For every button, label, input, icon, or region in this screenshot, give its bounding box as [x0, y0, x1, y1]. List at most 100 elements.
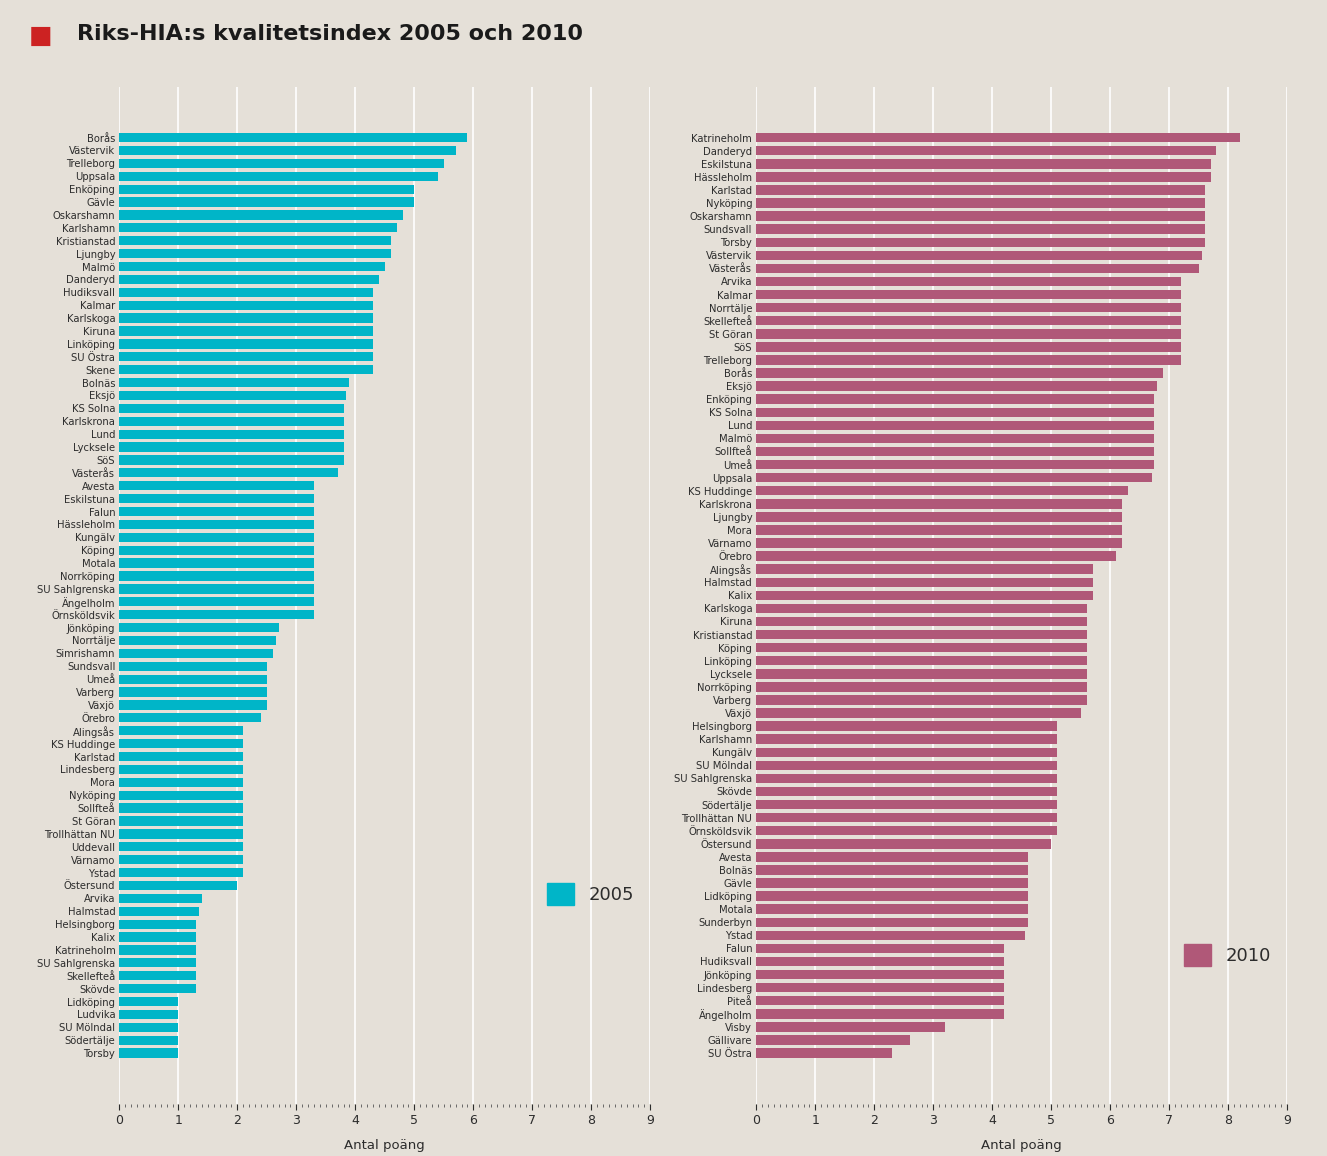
Bar	[119, 558, 314, 568]
Bar	[119, 584, 314, 593]
Bar	[756, 943, 1005, 954]
Bar	[756, 276, 1181, 287]
Bar	[119, 829, 243, 838]
Bar	[119, 506, 314, 517]
Bar	[756, 251, 1202, 260]
Bar	[119, 1036, 178, 1045]
Bar	[119, 610, 314, 620]
Bar	[119, 236, 390, 245]
Bar	[119, 751, 243, 761]
Bar	[756, 996, 1005, 1006]
Bar	[756, 446, 1154, 457]
Bar	[119, 726, 243, 735]
Bar	[756, 355, 1181, 364]
Bar	[756, 852, 1027, 861]
Bar	[756, 603, 1087, 613]
Legend: 2005: 2005	[540, 875, 641, 912]
Bar	[756, 564, 1092, 573]
Bar	[756, 329, 1181, 339]
Bar	[119, 739, 243, 748]
Bar	[119, 571, 314, 580]
Text: Riks-HIA:s kvalitetsindex 2005 och 2010: Riks-HIA:s kvalitetsindex 2005 och 2010	[77, 24, 583, 44]
Bar	[756, 303, 1181, 312]
Bar	[119, 301, 373, 310]
Bar	[756, 146, 1217, 155]
Bar	[756, 891, 1027, 901]
Bar	[119, 688, 267, 697]
Bar	[119, 701, 267, 710]
Bar	[119, 416, 344, 425]
Bar	[119, 210, 402, 220]
Bar	[119, 816, 243, 825]
Bar	[756, 264, 1198, 273]
Bar	[119, 365, 373, 375]
Bar	[119, 674, 267, 684]
Bar	[119, 623, 279, 632]
Bar	[756, 630, 1087, 639]
Bar	[756, 773, 1058, 783]
Bar	[756, 394, 1154, 403]
Bar	[756, 1036, 910, 1045]
Bar	[119, 803, 243, 813]
Bar	[119, 971, 196, 980]
Bar	[119, 881, 238, 890]
Bar	[119, 468, 337, 477]
Bar	[756, 237, 1205, 247]
X-axis label: Antal poäng: Antal poäng	[982, 1139, 1062, 1151]
Bar	[756, 827, 1058, 836]
Bar	[756, 643, 1087, 652]
Bar	[119, 868, 243, 877]
Bar	[756, 1048, 892, 1058]
Bar	[119, 198, 414, 207]
Bar	[756, 800, 1058, 809]
Bar	[756, 761, 1058, 770]
Bar	[119, 661, 267, 670]
Bar	[119, 185, 414, 194]
Bar	[756, 578, 1092, 587]
Bar	[119, 1023, 178, 1032]
Bar	[756, 473, 1152, 482]
Bar	[119, 546, 314, 555]
Bar	[756, 133, 1239, 142]
Bar	[756, 525, 1123, 535]
Bar	[756, 709, 1080, 718]
Bar	[756, 212, 1205, 221]
Bar	[119, 1048, 178, 1058]
Bar	[119, 430, 344, 439]
Bar	[119, 443, 344, 452]
Bar	[756, 734, 1058, 744]
Bar	[756, 655, 1087, 666]
Bar	[756, 1009, 1005, 1018]
Bar	[756, 434, 1154, 443]
Bar	[119, 262, 385, 272]
Bar	[756, 879, 1027, 888]
Bar	[119, 946, 196, 955]
Bar	[119, 984, 196, 993]
Bar	[119, 455, 344, 465]
Bar	[756, 904, 1027, 914]
Bar	[119, 288, 373, 297]
Bar	[756, 983, 1005, 992]
Bar	[119, 520, 314, 529]
Bar	[119, 223, 397, 232]
Bar	[756, 381, 1157, 391]
Bar	[119, 494, 314, 503]
Bar	[119, 339, 373, 349]
Bar	[119, 906, 199, 916]
Bar	[119, 894, 202, 903]
Bar	[756, 865, 1027, 875]
Bar	[756, 512, 1123, 521]
Bar	[119, 403, 344, 413]
Bar	[756, 290, 1181, 299]
Bar	[119, 842, 243, 852]
Bar	[119, 481, 314, 490]
Bar	[756, 160, 1210, 169]
Bar	[756, 931, 1024, 940]
Bar	[756, 591, 1092, 600]
Bar	[756, 682, 1087, 691]
Bar	[756, 721, 1058, 731]
Bar	[119, 919, 196, 928]
Bar	[756, 918, 1027, 927]
Bar	[119, 933, 196, 942]
Bar	[119, 353, 373, 362]
